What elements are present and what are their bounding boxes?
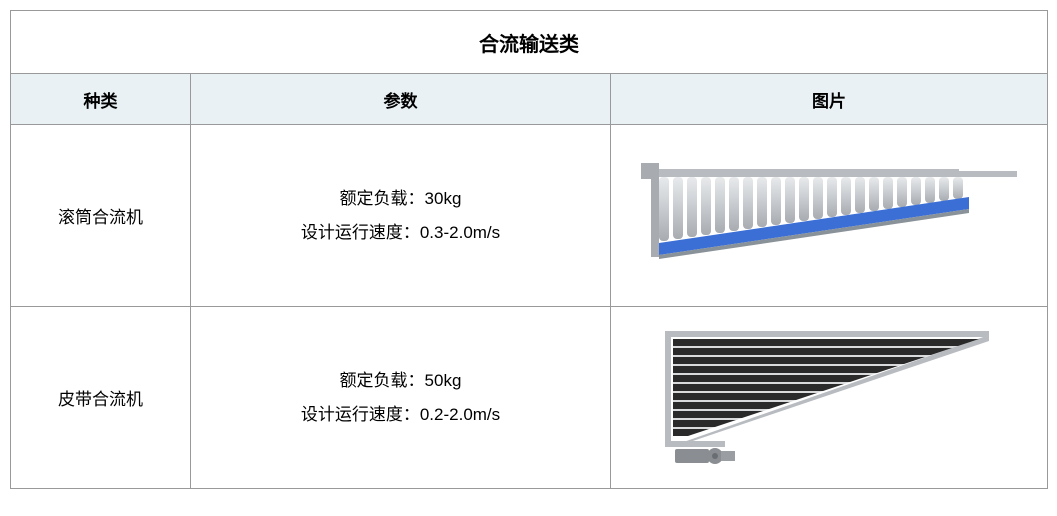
row-image	[611, 307, 1048, 489]
table-row: 皮带合流机 额定负载：50kg 设计运行速度：0.2-2.0m/s	[11, 307, 1048, 489]
table-row: 滚筒合流机 额定负载：30kg 设计运行速度：0.3-2.0m/s	[11, 125, 1048, 307]
param-line: 额定负载：50kg	[192, 364, 609, 398]
row-params: 额定负载：30kg 设计运行速度：0.3-2.0m/s	[191, 125, 611, 307]
row-type: 滚筒合流机	[11, 125, 191, 307]
header-image: 图片	[611, 74, 1048, 125]
table-title: 合流输送类	[11, 11, 1048, 74]
belt-merge-icon	[629, 323, 1029, 473]
spec-table: 合流输送类 种类 参数 图片 滚筒合流机 额定负载：30kg 设计运行速度：0.…	[10, 10, 1048, 489]
row-type: 皮带合流机	[11, 307, 191, 489]
param-line: 设计运行速度：0.2-2.0m/s	[192, 398, 609, 432]
header-param: 参数	[191, 74, 611, 125]
param-line: 额定负载：30kg	[192, 182, 609, 216]
row-params: 额定负载：50kg 设计运行速度：0.2-2.0m/s	[191, 307, 611, 489]
param-line: 设计运行速度：0.3-2.0m/s	[192, 216, 609, 250]
roller-merge-icon	[629, 151, 1029, 281]
header-type: 种类	[11, 74, 191, 125]
row-image	[611, 125, 1048, 307]
header-row: 种类 参数 图片	[11, 74, 1048, 125]
title-row: 合流输送类	[11, 11, 1048, 74]
